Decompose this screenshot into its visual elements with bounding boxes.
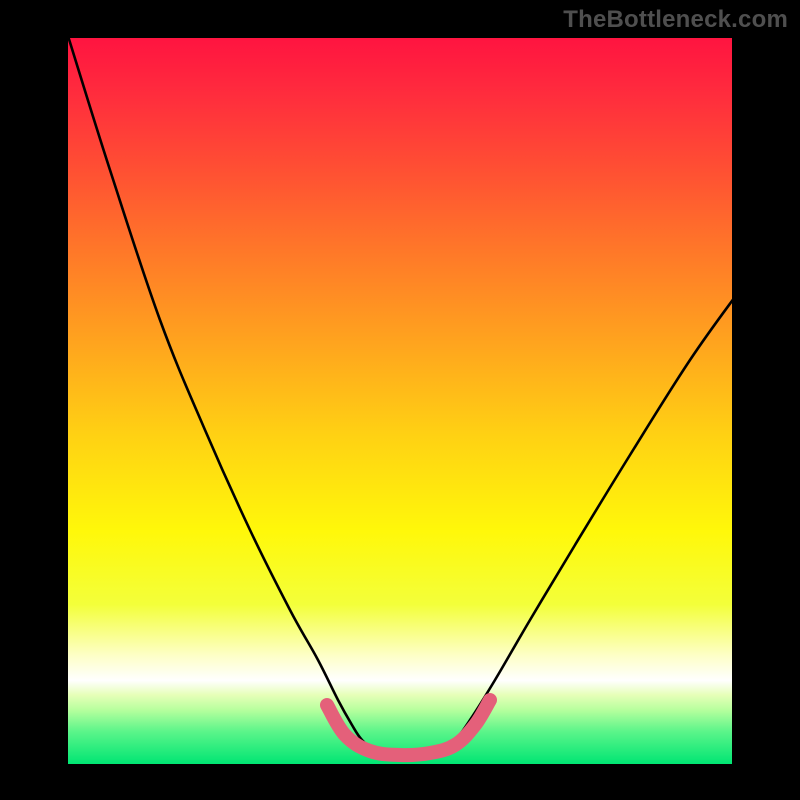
gradient-panel [34, 38, 766, 764]
bottleneck-chart [0, 0, 800, 800]
watermark-text: TheBottleneck.com [563, 6, 788, 34]
chart-stage: TheBottleneck.com [0, 0, 800, 800]
right-side-bar [732, 36, 766, 764]
left-side-bar [34, 36, 68, 764]
